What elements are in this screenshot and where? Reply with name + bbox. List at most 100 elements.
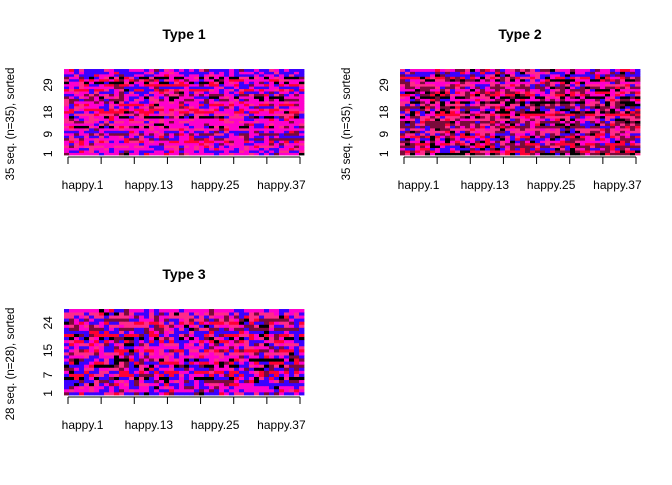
heatmap-cell — [144, 106, 149, 109]
heatmap-cell — [570, 113, 575, 116]
heatmap-cell — [99, 89, 104, 92]
heatmap-cell — [174, 352, 179, 355]
heatmap-cell — [104, 113, 109, 116]
heatmap-cell — [420, 133, 425, 136]
heatmap-cell — [625, 94, 630, 97]
heatmap-cell — [224, 69, 229, 72]
heatmap-cell — [615, 148, 620, 151]
heatmap-cell — [465, 150, 470, 153]
heatmap-cell — [635, 145, 640, 148]
heatmap-cell — [620, 98, 625, 101]
heatmap-cell — [219, 96, 224, 99]
heatmap-cell — [194, 138, 199, 141]
heatmap-cell — [114, 91, 119, 94]
heatmap-cell — [194, 113, 199, 116]
heatmap-cell — [244, 380, 249, 383]
heatmap-cell — [475, 96, 480, 99]
heatmap-cell — [420, 138, 425, 141]
heatmap-cell — [204, 355, 209, 358]
heatmap-cell — [575, 84, 580, 87]
heatmap-cell — [595, 103, 600, 106]
heatmap-cell — [159, 315, 164, 318]
heatmap-cell — [224, 346, 229, 349]
heatmap-cell — [244, 140, 249, 143]
heatmap-cell — [264, 324, 269, 327]
heatmap-cell — [299, 108, 304, 111]
heatmap-cell — [470, 86, 475, 89]
heatmap-cell — [139, 133, 144, 136]
heatmap-cell — [164, 94, 169, 97]
heatmap-cell — [249, 364, 254, 367]
heatmap-cell — [299, 343, 304, 346]
heatmap-cell — [164, 135, 169, 138]
heatmap-cell — [209, 138, 214, 141]
heatmap-cell — [274, 383, 279, 386]
heatmap-cell — [440, 71, 445, 74]
heatmap-cell — [79, 383, 84, 386]
heatmap-cell — [74, 76, 79, 79]
heatmap-cell — [495, 153, 500, 156]
heatmap-cell — [164, 138, 169, 141]
heatmap-cell — [625, 138, 630, 141]
heatmap-cell — [204, 74, 209, 77]
heatmap-cell — [174, 383, 179, 386]
heatmap-cell — [289, 374, 294, 377]
heatmap-cell — [465, 101, 470, 104]
heatmap-cell — [450, 106, 455, 109]
heatmap-cell — [174, 79, 179, 82]
heatmap-cell — [410, 79, 415, 82]
heatmap-cell — [229, 108, 234, 111]
heatmap-cell — [244, 318, 249, 321]
heatmap-cell — [480, 123, 485, 126]
heatmap-cell — [144, 343, 149, 346]
heatmap-cell — [565, 76, 570, 79]
heatmap-cell — [219, 150, 224, 153]
heatmap-cell — [109, 331, 114, 334]
heatmap-cell — [244, 118, 249, 121]
heatmap-cell — [425, 81, 430, 84]
heatmap-cell — [530, 145, 535, 148]
heatmap-cell — [244, 130, 249, 133]
heatmap-cell — [79, 346, 84, 349]
heatmap-cell — [284, 334, 289, 337]
heatmap-cell — [495, 71, 500, 74]
heatmap-cell — [84, 138, 89, 141]
heatmap-cell — [635, 101, 640, 104]
heatmap-cell — [254, 346, 259, 349]
heatmap-cell — [64, 96, 69, 99]
heatmap-cell — [565, 89, 570, 92]
heatmap-cell — [435, 135, 440, 138]
heatmap-cell — [169, 96, 174, 99]
heatmap-cell — [615, 133, 620, 136]
heatmap-cell — [400, 148, 405, 151]
heatmap-cell — [595, 150, 600, 153]
heatmap-cell — [149, 334, 154, 337]
heatmap-cell — [214, 145, 219, 148]
heatmap-cell — [104, 383, 109, 386]
heatmap-cell — [169, 91, 174, 94]
heatmap-cell — [415, 69, 420, 72]
heatmap-cell — [164, 91, 169, 94]
heatmap-cell — [410, 76, 415, 79]
heatmap-cell — [505, 140, 510, 143]
heatmap-cell — [144, 389, 149, 392]
heatmap-cell — [219, 123, 224, 126]
heatmap-cell — [89, 143, 94, 146]
heatmap-cell — [89, 103, 94, 106]
heatmap-cell — [139, 150, 144, 153]
heatmap-cell — [69, 126, 74, 129]
heatmap-cell — [500, 98, 505, 101]
heatmap-cell — [284, 346, 289, 349]
heatmap-cell — [114, 84, 119, 87]
heatmap-cell — [500, 133, 505, 136]
heatmap-cell — [199, 315, 204, 318]
heatmap-cell — [580, 69, 585, 72]
heatmap-cell — [425, 101, 430, 104]
heatmap-cell — [139, 327, 144, 330]
heatmap-cell — [109, 76, 114, 79]
heatmap-cell — [149, 133, 154, 136]
heatmap-cell — [274, 103, 279, 106]
heatmap-cell — [74, 74, 79, 77]
heatmap-cell — [575, 121, 580, 124]
heatmap-cell — [249, 389, 254, 392]
